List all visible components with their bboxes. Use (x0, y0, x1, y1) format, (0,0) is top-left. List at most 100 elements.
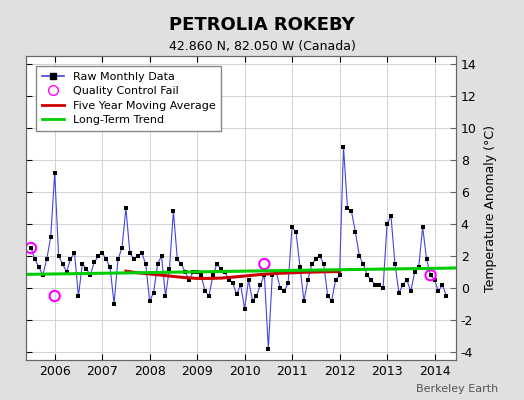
Point (272, 269, 280, 275)
Point (27, 245, 35, 251)
Point (146, 298, 154, 304)
Point (268, 272, 277, 278)
Point (47, 234, 55, 240)
Point (110, 301, 118, 307)
Point (157, 253, 166, 259)
Point (328, 298, 336, 304)
Point (359, 261, 367, 267)
Point (122, 205, 130, 211)
Point (430, 277, 439, 283)
Point (379, 285, 387, 291)
Point (241, 306, 249, 312)
Point (189, 269, 198, 275)
Point (201, 288, 209, 294)
Point (228, 280, 237, 286)
Point (264, 346, 272, 352)
Point (149, 290, 158, 296)
Point (50, 170, 59, 176)
Point (185, 277, 193, 283)
Point (209, 272, 217, 278)
Point (213, 261, 221, 267)
Point (114, 256, 122, 262)
Point (260, 272, 269, 278)
Legend: Raw Monthly Data, Quality Control Fail, Five Year Moving Average, Long-Term Tren: Raw Monthly Data, Quality Control Fail, … (36, 66, 221, 131)
Point (367, 277, 375, 283)
Point (197, 272, 205, 278)
Point (422, 256, 431, 262)
Point (39, 272, 47, 278)
Point (141, 261, 150, 267)
Point (304, 277, 312, 283)
Point (399, 282, 407, 288)
Point (395, 290, 403, 296)
Point (205, 293, 213, 299)
Point (35, 264, 43, 270)
Point (383, 221, 391, 227)
Point (300, 298, 308, 304)
Point (177, 261, 185, 267)
Point (181, 269, 190, 275)
Text: PETROLIA ROKEBY: PETROLIA ROKEBY (169, 16, 355, 34)
Point (118, 245, 126, 251)
Point (54, 253, 63, 259)
Point (90, 259, 99, 266)
Point (62, 269, 71, 275)
Point (67, 256, 75, 262)
Point (387, 213, 395, 219)
Point (284, 280, 292, 286)
Y-axis label: Temperature Anomaly (°C): Temperature Anomaly (°C) (484, 124, 497, 292)
Point (98, 250, 106, 256)
Point (288, 224, 296, 230)
Point (442, 293, 451, 299)
Point (42, 256, 51, 262)
Point (434, 288, 443, 294)
Point (233, 291, 241, 298)
Point (161, 293, 170, 299)
Point (351, 229, 359, 235)
Point (78, 261, 86, 267)
Point (173, 256, 181, 262)
Point (315, 253, 324, 259)
Point (419, 224, 427, 230)
Point (340, 144, 348, 150)
Point (154, 261, 162, 267)
Point (276, 285, 285, 291)
Point (312, 256, 320, 262)
Point (402, 277, 411, 283)
Point (296, 264, 304, 270)
Point (414, 264, 423, 270)
Point (165, 266, 173, 272)
Point (248, 298, 257, 304)
Point (308, 261, 316, 267)
Point (427, 272, 435, 278)
Point (347, 208, 356, 214)
Point (216, 266, 225, 272)
Point (74, 293, 83, 299)
Point (137, 250, 146, 256)
Point (86, 272, 94, 278)
Point (221, 269, 229, 275)
Point (363, 272, 372, 278)
Point (292, 229, 300, 235)
Point (58, 261, 67, 267)
Point (244, 277, 253, 283)
Point (129, 256, 138, 262)
Point (280, 288, 288, 294)
Point (260, 261, 269, 267)
Text: Berkeley Earth: Berkeley Earth (416, 384, 498, 394)
Point (407, 288, 415, 294)
Point (102, 256, 110, 262)
Point (134, 253, 142, 259)
Point (94, 253, 102, 259)
Point (225, 277, 233, 283)
Point (343, 205, 352, 211)
Point (70, 250, 79, 256)
Point (169, 208, 178, 214)
Point (335, 272, 344, 278)
Point (193, 269, 201, 275)
Point (256, 282, 265, 288)
Point (252, 293, 260, 299)
Point (126, 250, 134, 256)
Point (323, 293, 332, 299)
Point (331, 277, 340, 283)
